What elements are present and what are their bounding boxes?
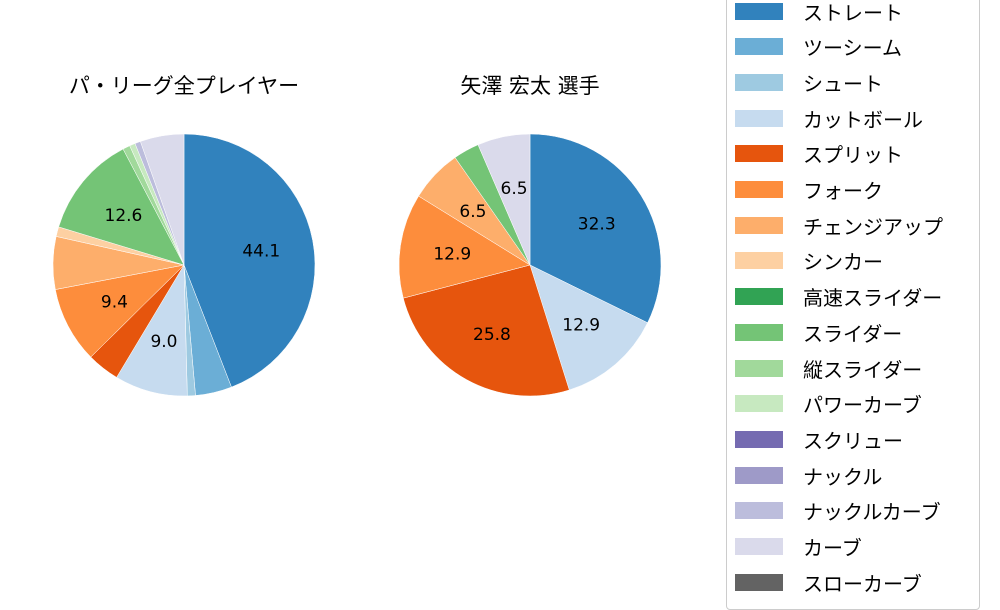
legend-swatch [735,430,783,448]
legend-item: シンカー [735,249,883,275]
slice-label: 6.5 [459,202,486,222]
legend-swatch [735,573,783,591]
legend-label: ナックル [803,464,883,489]
player-pie-chart: 32.3 12.9 25.8 12.9 6.5 6.5 [398,133,662,397]
legend-swatch [735,109,783,127]
legend-swatch [735,395,783,413]
slice-label: 6.5 [501,179,528,199]
legend-swatch [735,288,783,306]
pie-slice [402,264,570,397]
left-chart-title: パ・リーグ全プレイヤー [68,74,300,98]
legend-item: スプリット [735,142,903,168]
legend-item: ナックル [735,463,883,489]
pie-slice [183,133,316,388]
pie-slice [58,148,185,266]
slice-label: 9.4 [101,293,128,313]
legend-swatch [735,38,783,56]
pie-slice [529,133,662,324]
legend-label: ストレート [803,0,903,25]
legend-label: カットボール [803,107,923,132]
legend-swatch [735,145,783,163]
legend-swatch [735,216,783,234]
legend-label: スプリット [803,143,903,168]
legend-item: ツーシーム [735,35,902,61]
legend-label: シュート [803,71,883,96]
pie-slice [477,133,531,266]
legend-label: スローカーブ [803,571,922,596]
legend-swatch [735,502,783,520]
legend-label: スライダー [803,321,903,346]
legend-swatch [735,2,783,20]
legend-item: カーブ [735,535,862,560]
legend-label: カーブ [803,536,862,560]
legend-item: 縦スライダー [735,356,923,382]
pie-slice [55,264,185,358]
legend-swatch [735,538,783,555]
legend-item: スライダー [735,320,903,346]
slice-label: 9.0 [150,332,177,352]
pie-slice [140,133,185,266]
slice-label: 44.1 [242,242,280,262]
legend-swatch [735,359,783,377]
legend-item: チェンジアップ [735,213,943,239]
pie-slice [529,264,648,391]
legend-label: ナックルカーブ [803,500,941,525]
legend-label: フォーク [803,179,883,203]
legend-swatch [735,181,783,198]
legend-label: スクリュー [803,428,903,453]
pie-slice [398,195,531,299]
slice-label: 12.9 [562,316,600,336]
slice-label: 32.3 [578,214,616,234]
legend: ストレートツーシームシュートカットボール スプリットフォークチェンジアップ シンカー… [726,0,980,610]
legend-swatch [735,252,783,270]
legend-label: チェンジアップ [803,214,943,239]
slice-label: 12.6 [105,206,143,226]
legend-label: ツーシーム [803,36,902,61]
legend-item: 高速スライダー [735,285,943,311]
legend-item: スクリュー [735,427,903,453]
league-pie-chart: 44.1 9.0 9.4 12.6 [52,133,316,397]
legend-label: 縦スライダー [803,357,923,382]
legend-item: カットボール [735,106,923,132]
legend-label: 高速スライダー [803,286,943,311]
legend-item: スローカーブ [735,570,922,596]
legend-label: パワーカーブ [803,393,922,418]
legend-label: シンカー [803,250,883,275]
legend-swatch [735,466,783,484]
legend-item: フォーク [735,178,883,203]
right-chart-title: 矢澤 宏太 選手 [460,74,600,98]
legend-item: パワーカーブ [735,392,922,418]
legend-swatch [735,73,783,91]
slice-label: 25.8 [473,325,511,345]
slice-label: 12.9 [433,244,471,264]
legend-item: シュート [735,70,883,96]
legend-item: ストレート [735,0,903,25]
legend-swatch [735,323,783,341]
legend-item: ナックルカーブ [735,499,941,525]
